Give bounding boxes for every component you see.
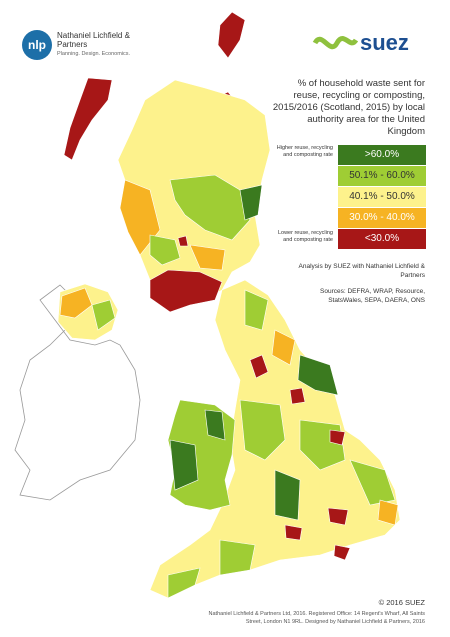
- suez-wave: [312, 36, 358, 50]
- legend-low-note: Lower reuse, recycling and composting ra…: [277, 230, 333, 243]
- outer-hebrides: [63, 77, 113, 161]
- legend-item: >60.0%: [338, 145, 426, 165]
- scotland-region: [189, 244, 226, 271]
- nlp-tagline: Planning. Design. Economics.: [57, 51, 131, 57]
- england-region: [284, 524, 303, 541]
- england-region: [249, 354, 269, 379]
- credit: Analysis by SUEZ with Nathaniel Lichfiel…: [298, 263, 425, 279]
- england-region: [297, 354, 339, 396]
- legend-item: 40.1% - 50.0%: [338, 187, 426, 207]
- england-region: [349, 459, 396, 506]
- england-region: [327, 507, 349, 526]
- nlp-name: Nathaniel Lichfield & Partners: [57, 31, 130, 49]
- copyright: © 2016 SUEZ: [378, 598, 425, 607]
- england-region: [329, 429, 346, 446]
- england-region: [219, 539, 256, 576]
- england-region: [244, 289, 269, 331]
- wales-region: [169, 439, 199, 491]
- wales-region: [204, 409, 226, 441]
- shetland: [217, 11, 246, 59]
- scotland-region: [149, 269, 223, 313]
- title: % of household waste sent for reuse, rec…: [272, 78, 425, 137]
- england-region: [289, 387, 306, 405]
- scotland-region: [177, 235, 189, 247]
- legend-high-note: Higher reuse, recycling and composting r…: [276, 145, 333, 158]
- suez-logo: suez: [360, 30, 409, 55]
- england-region: [377, 499, 399, 526]
- ni-region: [91, 299, 116, 331]
- england-region: [333, 544, 351, 561]
- sources: Sources: DEFRA, WRAP, Resource, StatsWal…: [320, 288, 425, 304]
- england-region: [167, 567, 201, 599]
- scotland-region: [149, 234, 181, 266]
- footer: Nathaniel Lichfield & Partners Ltd, 2016…: [208, 611, 425, 625]
- legend-item: 30.0% - 40.0%: [338, 208, 426, 228]
- england-region: [274, 469, 301, 521]
- legend-item: <30.0%: [338, 229, 426, 249]
- scotland-region: [169, 174, 251, 241]
- england-region: [271, 329, 296, 366]
- england-region: [239, 399, 286, 461]
- nlp-logo: nlp: [22, 30, 52, 60]
- scotland-region: [239, 184, 263, 221]
- legend-item: 50.1% - 60.0%: [338, 166, 426, 186]
- ni-region: [59, 287, 93, 319]
- ireland-outline: [14, 284, 141, 501]
